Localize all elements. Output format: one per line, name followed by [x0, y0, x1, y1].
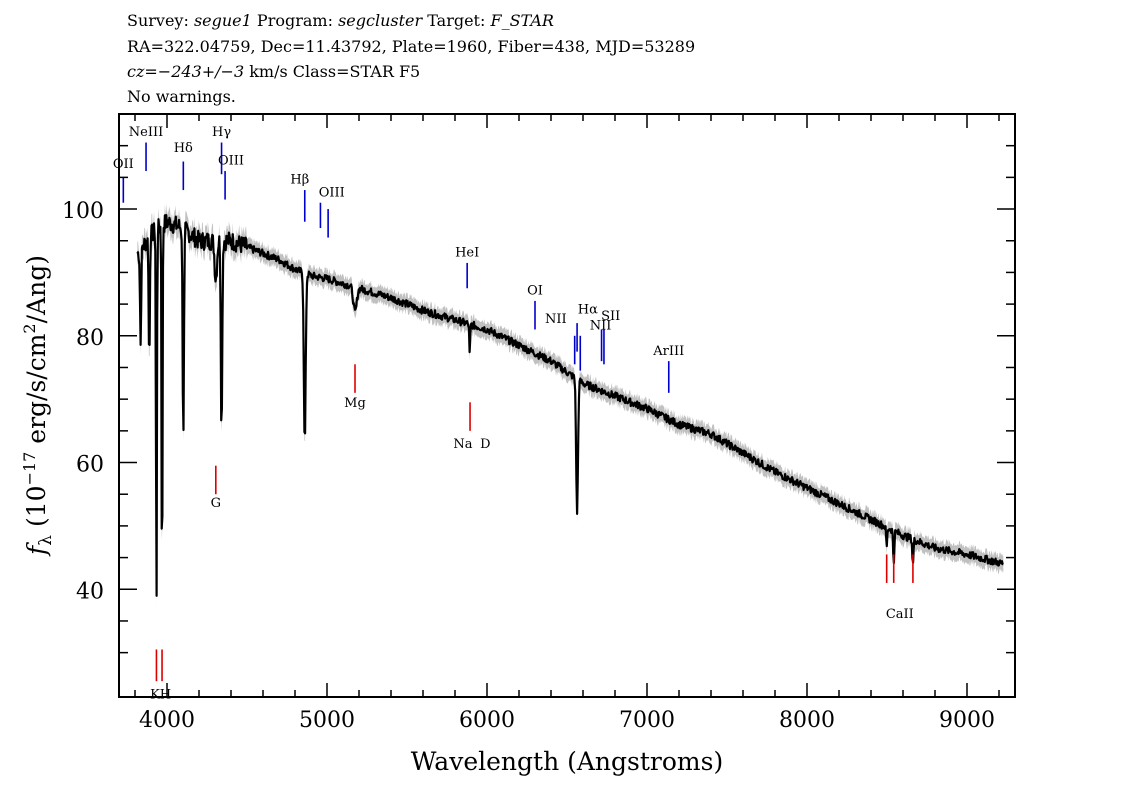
- class-value: km/s Class=STAR F5: [249, 62, 421, 81]
- emission-label-11: SII: [601, 309, 620, 324]
- survey-label: Survey:: [127, 11, 189, 30]
- emission-label-9: NII: [545, 312, 567, 327]
- y-tick-label: 100: [62, 199, 104, 224]
- absorption-label-2: G: [211, 496, 221, 511]
- x-tick-label: 9000: [939, 708, 995, 733]
- emission-label-7: HeI: [455, 246, 479, 261]
- plot-frame: [118, 113, 1016, 698]
- header-line-warnings: No warnings.: [127, 87, 236, 106]
- y-tick-label: 60: [76, 453, 104, 478]
- x-tick-label: 4000: [139, 708, 195, 733]
- target-label: Target:: [427, 11, 486, 30]
- absorption-label-3: Mg: [344, 396, 366, 411]
- redshift-value: cz=−243+/−3: [127, 62, 245, 81]
- emission-label-8: OI: [527, 284, 543, 299]
- program-label: Program:: [256, 11, 333, 30]
- emission-label-4: OIII: [218, 154, 244, 169]
- emission-label-6: OIII: [319, 185, 345, 200]
- absorption-label-6: CaII: [886, 607, 914, 622]
- emission-label-5: Hβ: [290, 173, 309, 188]
- y-axis-title: fλ (10−17 erg/s/cm2/Ang): [20, 255, 56, 557]
- x-axis-title: Wavelength (Angstroms): [411, 747, 723, 776]
- emission-label-13: ArIII: [652, 344, 684, 359]
- absorption-label-0: K: [150, 687, 160, 702]
- emission-label-10: Hα: [578, 303, 598, 318]
- flux-series-line: [136, 214, 1004, 597]
- emission-label-2: Hδ: [174, 141, 193, 156]
- absorption-label-5: D: [480, 437, 490, 452]
- emission-label-0: OII: [113, 157, 134, 172]
- emission-label-12: NII: [590, 318, 612, 333]
- absorption-label-1: H: [160, 687, 171, 702]
- survey-value: segue1: [193, 11, 252, 30]
- flux-error-band: [137, 203, 1004, 608]
- header-line-coordinates: RA=322.04759, Dec=11.43792, Plate=1960, …: [127, 37, 696, 56]
- header-line-survey: Survey: segue1 Program: segcluster Targe…: [127, 12, 554, 30]
- x-tick-label: 8000: [779, 708, 835, 733]
- x-tick-label: 5000: [299, 708, 355, 733]
- emission-label-1: NeIII: [129, 125, 163, 140]
- x-tick-label: 6000: [459, 708, 515, 733]
- program-value: segcluster: [338, 11, 423, 30]
- header-line-redshift: cz=−243+/−3 km/s Class=STAR F5: [127, 63, 420, 81]
- y-tick-label: 40: [76, 579, 104, 604]
- emission-label-3: Hγ: [212, 125, 231, 140]
- target-value: F_STAR: [490, 11, 554, 30]
- absorption-label-4: Na: [453, 437, 472, 452]
- y-tick-label: 80: [76, 326, 104, 351]
- x-tick-label: 7000: [619, 708, 675, 733]
